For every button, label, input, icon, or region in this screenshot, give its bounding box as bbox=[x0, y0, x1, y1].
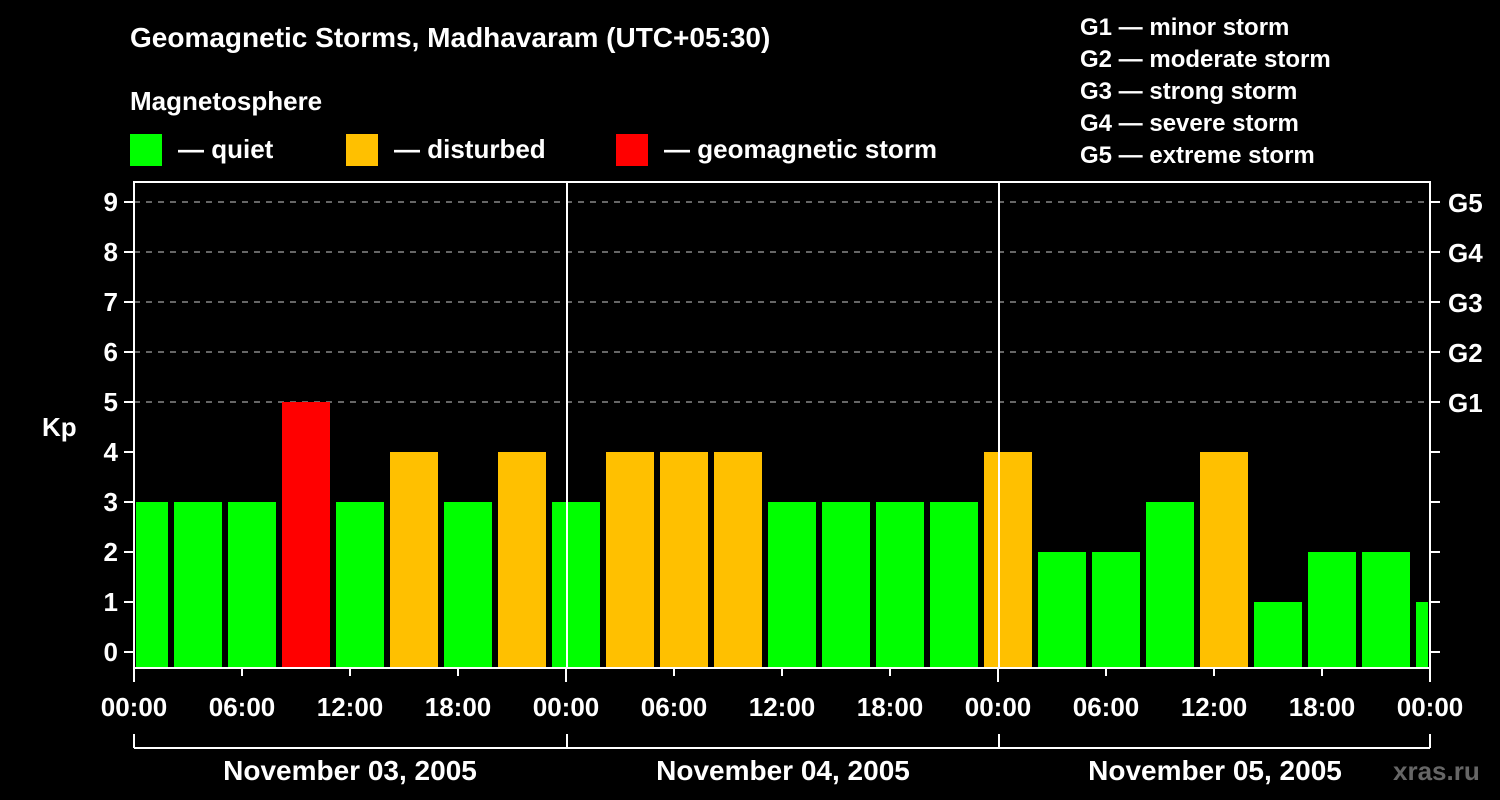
svg-text:12:00: 12:00 bbox=[749, 692, 816, 722]
legend-title: Magnetosphere bbox=[130, 86, 323, 116]
svg-text:November 04, 2005: November 04, 2005 bbox=[656, 755, 910, 786]
kp-bar bbox=[336, 502, 384, 668]
svg-text:00:00: 00:00 bbox=[1397, 692, 1464, 722]
kp-bar bbox=[876, 502, 924, 668]
svg-text:G5: G5 bbox=[1448, 188, 1483, 218]
kp-bar bbox=[714, 452, 762, 668]
svg-text:00:00: 00:00 bbox=[965, 692, 1032, 722]
svg-text:18:00: 18:00 bbox=[425, 692, 492, 722]
g-scale-item: G5 — extreme storm bbox=[1080, 142, 1315, 169]
svg-text:6: 6 bbox=[104, 337, 118, 367]
svg-text:November 03, 2005: November 03, 2005 bbox=[223, 755, 477, 786]
g-scale-item: G4 — severe storm bbox=[1080, 110, 1299, 137]
kp-bar bbox=[1362, 552, 1410, 668]
svg-text:00:00: 00:00 bbox=[533, 692, 600, 722]
kp-bar bbox=[930, 502, 978, 668]
y-axis-label: Kp bbox=[42, 412, 77, 442]
svg-text:G3: G3 bbox=[1448, 288, 1483, 318]
svg-text:18:00: 18:00 bbox=[857, 692, 924, 722]
svg-text:12:00: 12:00 bbox=[1181, 692, 1248, 722]
svg-text:06:00: 06:00 bbox=[209, 692, 276, 722]
kp-bar bbox=[660, 452, 708, 668]
g-scale-item: G1 — minor storm bbox=[1080, 14, 1290, 41]
kp-bar bbox=[228, 502, 276, 668]
legend-swatch bbox=[346, 134, 378, 166]
kp-bar bbox=[444, 502, 492, 668]
svg-text:G4: G4 bbox=[1448, 238, 1483, 268]
g-scale-item: G2 — moderate storm bbox=[1080, 46, 1331, 73]
svg-text:12:00: 12:00 bbox=[317, 692, 384, 722]
kp-bar bbox=[1416, 602, 1428, 668]
chart-title: Geomagnetic Storms, Madhavaram (UTC+05:3… bbox=[130, 22, 771, 53]
legend-label: — quiet bbox=[178, 134, 274, 164]
legend-label: — geomagnetic storm bbox=[664, 134, 938, 164]
svg-text:8: 8 bbox=[104, 237, 118, 267]
kp-bar bbox=[174, 502, 222, 668]
kp-bar bbox=[1038, 552, 1086, 668]
svg-text:G1: G1 bbox=[1448, 388, 1483, 418]
svg-text:5: 5 bbox=[104, 387, 118, 417]
svg-text:November 05, 2005: November 05, 2005 bbox=[1088, 755, 1342, 786]
svg-text:G2: G2 bbox=[1448, 338, 1483, 368]
svg-text:2: 2 bbox=[104, 537, 118, 567]
svg-text:0: 0 bbox=[104, 637, 118, 667]
kp-bar bbox=[822, 502, 870, 668]
svg-text:7: 7 bbox=[104, 287, 118, 317]
legend-label: — disturbed bbox=[394, 134, 546, 164]
watermark: xras.ru bbox=[1393, 756, 1480, 786]
svg-text:3: 3 bbox=[104, 487, 118, 517]
svg-text:06:00: 06:00 bbox=[1073, 692, 1140, 722]
kp-bar bbox=[552, 502, 600, 668]
kp-bar bbox=[282, 402, 330, 668]
kp-bar bbox=[1146, 502, 1194, 668]
g-scale-item: G3 — strong storm bbox=[1080, 78, 1298, 105]
svg-text:4: 4 bbox=[104, 437, 119, 467]
kp-bar bbox=[1200, 452, 1248, 668]
kp-bar bbox=[136, 502, 168, 668]
kp-bar bbox=[606, 452, 654, 668]
kp-bar bbox=[390, 452, 438, 668]
svg-text:06:00: 06:00 bbox=[641, 692, 708, 722]
kp-bar bbox=[984, 452, 1032, 668]
legend-swatch bbox=[616, 134, 648, 166]
svg-text:18:00: 18:00 bbox=[1289, 692, 1356, 722]
svg-text:1: 1 bbox=[104, 587, 118, 617]
kp-bar bbox=[1308, 552, 1356, 668]
kp-bar bbox=[498, 452, 546, 668]
kp-bar bbox=[1092, 552, 1140, 668]
svg-text:00:00: 00:00 bbox=[101, 692, 168, 722]
legend-swatch bbox=[130, 134, 162, 166]
kp-bar bbox=[768, 502, 816, 668]
svg-text:9: 9 bbox=[104, 187, 118, 217]
kp-bar bbox=[1254, 602, 1302, 668]
